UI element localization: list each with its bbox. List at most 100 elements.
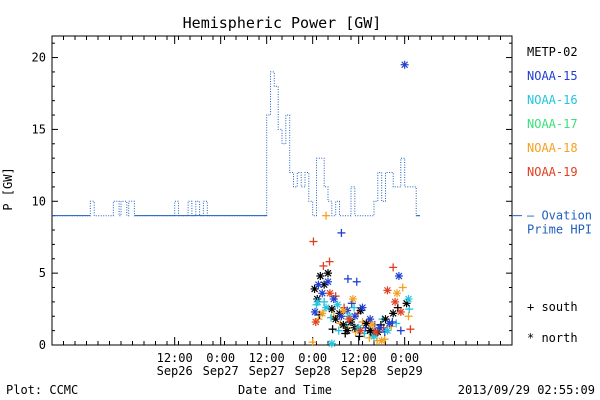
north-point	[314, 280, 323, 289]
x-tick-date: Sep26	[157, 364, 193, 378]
legend-north-marker: * north	[527, 331, 578, 345]
south-point	[355, 332, 364, 341]
north-point-d2	[357, 327, 365, 335]
ovation-line	[52, 71, 420, 217]
north-point-d2	[322, 304, 330, 312]
north-point	[393, 289, 401, 298]
north-point	[345, 315, 354, 324]
north-point-d2	[372, 328, 380, 336]
north-point-d2	[359, 304, 366, 312]
north-point	[331, 315, 340, 324]
y-tick-label: 15	[32, 122, 46, 136]
north-point-d2	[366, 315, 374, 323]
south-point	[343, 274, 352, 283]
north-point	[313, 297, 322, 306]
north-point-d2	[401, 61, 409, 69]
y-axis-label: P [GW]	[1, 167, 15, 210]
north-point	[318, 289, 327, 298]
x-tick-date: Sep27	[249, 364, 285, 378]
legend-entry: NOAA-17	[527, 117, 578, 131]
north-point-d2	[332, 315, 340, 323]
north-point-d2	[347, 318, 355, 326]
north-point	[368, 320, 377, 329]
north-point	[310, 307, 319, 316]
plot-frame	[51, 35, 513, 346]
north-point	[404, 295, 413, 304]
north-point	[366, 315, 375, 324]
south-point	[406, 325, 415, 334]
south-point	[319, 261, 328, 270]
north-point-d2	[318, 289, 326, 297]
north-point-d2	[334, 301, 342, 309]
north-point	[385, 319, 394, 328]
north-point	[348, 295, 357, 304]
north-point	[327, 339, 336, 348]
north-point	[391, 297, 400, 306]
north-point-d2	[326, 289, 334, 297]
south-point	[322, 211, 331, 220]
north-point	[322, 303, 331, 312]
north-point	[371, 328, 380, 337]
north-point-d2	[328, 305, 336, 313]
north-point-d2	[393, 289, 401, 297]
north-point	[356, 326, 365, 335]
x-tick-date: Sep28	[295, 364, 331, 378]
legend-entry: NOAA-19	[527, 165, 578, 179]
south-point	[334, 326, 343, 335]
north-point	[377, 336, 386, 345]
chart-title: Hemispheric Power [GW]	[183, 14, 382, 32]
plot-source: Plot: CCMC	[6, 383, 78, 397]
south-point	[396, 326, 405, 335]
south-point	[398, 283, 407, 292]
north-point-d2	[336, 309, 343, 317]
north-point-d2	[312, 318, 320, 326]
y-axis: 0 5 10 15 20	[32, 42, 512, 352]
north-point-d2	[405, 295, 412, 303]
north-point	[389, 309, 398, 318]
north-point	[339, 320, 348, 329]
north-point-d2	[314, 281, 322, 289]
north-point	[366, 326, 375, 335]
south-point	[325, 257, 334, 266]
timestamp: 2013/09/29 02:55:09	[458, 383, 595, 397]
north-point-d2	[311, 308, 319, 316]
legend-entry: NOAA-16	[527, 93, 578, 107]
ovation-series	[52, 71, 420, 217]
north-point-d2	[368, 321, 376, 329]
y-tick-label: 5	[39, 266, 46, 280]
x-tick-label: 12:00	[157, 351, 193, 365]
north-point-d2	[324, 278, 332, 286]
north-point	[347, 318, 355, 327]
north-point	[383, 326, 392, 335]
north-point-d2	[339, 307, 347, 314]
x-tick-label: 12:00	[249, 351, 285, 365]
legend-ovation-label: Prime HPI	[527, 223, 592, 237]
north-point-d2	[397, 308, 405, 316]
north-point	[311, 318, 320, 327]
north-point-d2	[382, 315, 389, 323]
south-point	[352, 277, 361, 286]
x-tick-date: Sep29	[387, 364, 423, 378]
y-tick-label: 10	[32, 194, 46, 208]
north-point	[383, 286, 392, 295]
y-tick-label: 20	[32, 51, 46, 65]
north-point	[329, 295, 338, 304]
north-point-d2	[349, 295, 357, 303]
north-point	[381, 315, 390, 324]
north-point	[325, 289, 334, 298]
north-point-d2	[355, 324, 363, 332]
north-point-d2	[391, 298, 399, 306]
x-tick-label: 0:00	[298, 351, 327, 365]
x-tick-label: 0:00	[390, 351, 419, 365]
north-point-d2	[378, 337, 386, 345]
north-point-d2	[316, 272, 324, 280]
north-point	[400, 60, 409, 69]
south-point	[337, 228, 346, 237]
legend-entry: METP-02	[527, 45, 578, 59]
legend-entry: NOAA-18	[527, 141, 578, 155]
legend-entry: NOAA-15	[527, 69, 578, 83]
north-point	[318, 309, 327, 318]
south-point	[351, 328, 360, 337]
x-tick-label: 12:00	[341, 351, 377, 365]
